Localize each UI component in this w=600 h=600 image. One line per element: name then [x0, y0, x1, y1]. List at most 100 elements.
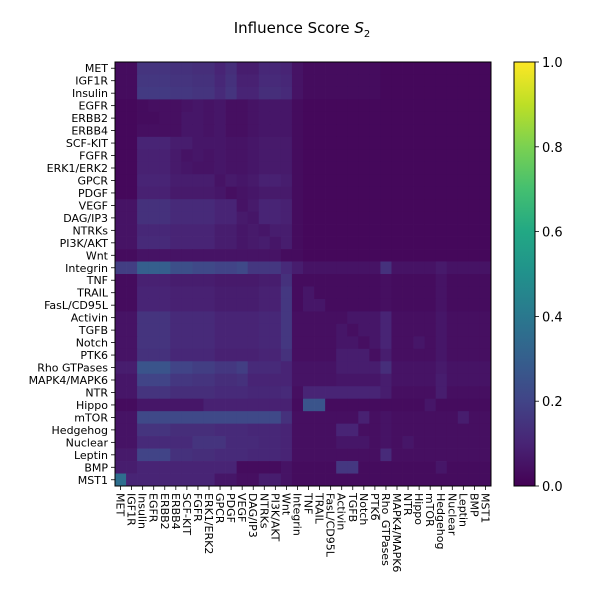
heatmap-cell	[468, 74, 481, 88]
heatmap-cell	[358, 386, 370, 400]
y-tick-label: ERBB2	[71, 112, 108, 125]
x-tick-label: Notch	[357, 493, 370, 525]
heatmap-cell	[479, 149, 492, 163]
heatmap-cell	[159, 298, 171, 312]
heatmap-cell	[269, 149, 282, 163]
heatmap-cell	[380, 386, 392, 400]
heatmap-cell	[126, 124, 138, 138]
heatmap-cell	[413, 436, 425, 449]
heatmap-cell	[181, 111, 193, 125]
heatmap-cell	[291, 211, 304, 225]
heatmap-cell	[358, 161, 370, 175]
heatmap-cell	[258, 361, 271, 375]
heatmap-cell	[380, 86, 392, 100]
heatmap-cell	[446, 74, 459, 88]
heatmap-cell	[214, 298, 226, 312]
heatmap-cell	[369, 311, 381, 325]
heatmap-cell	[192, 411, 204, 424]
heatmap-cell	[424, 423, 437, 437]
heatmap-cell	[391, 286, 403, 300]
heatmap-cell	[159, 423, 171, 437]
heatmap-cell	[280, 199, 293, 212]
heatmap-cell	[457, 373, 470, 387]
heatmap-cell	[247, 161, 260, 175]
heatmap-cell	[457, 236, 470, 250]
heatmap-cell	[148, 373, 160, 387]
heatmap-cell	[269, 448, 282, 462]
heatmap-cell	[303, 199, 315, 212]
heatmap-cell	[347, 261, 359, 275]
heatmap-cell	[148, 411, 160, 424]
heatmap-cell	[159, 286, 171, 300]
heatmap-cell	[137, 311, 149, 325]
heatmap-cell	[137, 373, 149, 387]
heatmap-cell	[280, 448, 293, 462]
heatmap-cell	[192, 236, 204, 250]
heatmap-cell	[336, 174, 348, 188]
heatmap-cell	[181, 124, 193, 138]
heatmap-cell	[214, 274, 226, 287]
heatmap-cell	[325, 124, 337, 138]
heatmap-cell	[170, 274, 182, 287]
x-tick-label: PI3K/AKT	[268, 493, 281, 542]
heatmap-cell	[303, 398, 315, 412]
x-tick-label: SCF-KIT	[180, 493, 193, 535]
heatmap-cell	[148, 311, 160, 325]
heatmap-cell	[468, 361, 481, 375]
heatmap-cell	[413, 398, 425, 412]
heatmap-cell	[402, 448, 414, 462]
heatmap-cell	[115, 274, 127, 287]
heatmap-cell	[391, 386, 403, 400]
heatmap-cell	[214, 286, 226, 300]
heatmap-cell	[170, 348, 182, 362]
heatmap-cell	[291, 348, 304, 362]
heatmap-cell	[369, 224, 381, 237]
heatmap-cell	[402, 311, 414, 325]
heatmap-cell	[435, 99, 448, 113]
heatmap-cell	[413, 286, 425, 300]
heatmap-cell	[325, 398, 337, 412]
heatmap-cell	[325, 448, 337, 462]
heatmap-cell	[192, 74, 204, 88]
heatmap-cell	[336, 448, 348, 462]
heatmap-cell	[457, 199, 470, 212]
heatmap-cell	[303, 298, 315, 312]
heatmap-cell	[391, 124, 403, 138]
heatmap-cell	[314, 111, 326, 125]
heatmap-cell	[236, 62, 249, 75]
heatmap-cell	[479, 249, 492, 262]
heatmap-cell	[126, 286, 138, 300]
heatmap-cell	[291, 274, 304, 287]
heatmap-cell	[380, 224, 392, 237]
heatmap-cell	[303, 86, 315, 100]
heatmap-cell	[159, 99, 171, 113]
x-tick-label: Activin	[335, 493, 348, 530]
heatmap-cell	[291, 398, 304, 412]
x-tick-label: Hedgehog	[434, 493, 447, 549]
heatmap-cell	[159, 311, 171, 325]
heatmap-cell	[347, 473, 359, 487]
heatmap-cell	[424, 199, 437, 212]
heatmap-cell	[225, 261, 237, 275]
heatmap-cell	[325, 186, 337, 200]
heatmap-cell	[115, 336, 127, 350]
heatmap-cell	[280, 161, 293, 175]
x-tick-label: BMP	[467, 493, 480, 517]
heatmap-cell	[247, 373, 260, 387]
heatmap-cell	[402, 298, 414, 312]
heatmap-cell	[424, 348, 437, 362]
heatmap-cell	[391, 348, 403, 362]
heatmap-cell	[247, 261, 260, 275]
heatmap-cell	[391, 373, 403, 387]
heatmap-cell	[159, 461, 171, 474]
heatmap-cell	[424, 323, 437, 337]
heatmap-cell	[336, 461, 348, 474]
heatmap-cell	[115, 298, 127, 312]
heatmap-cell	[424, 211, 437, 225]
heatmap-cell	[303, 186, 315, 200]
heatmap-cell	[303, 386, 315, 400]
x-tick-label: MST1	[478, 493, 491, 523]
y-tick-label: FasL/CD95L	[44, 299, 109, 312]
heatmap-cell	[314, 386, 326, 400]
heatmap-cell	[126, 348, 138, 362]
